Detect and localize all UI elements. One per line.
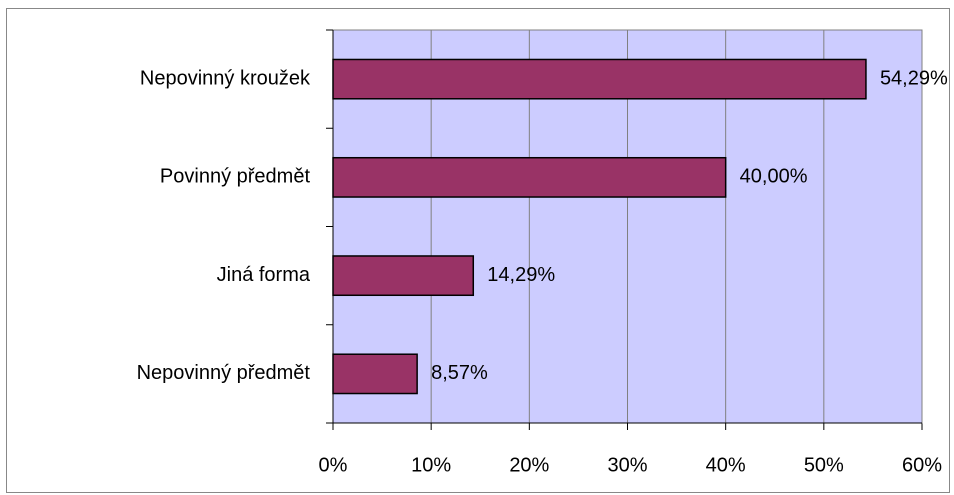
x-tick-label: 30% <box>607 454 647 476</box>
x-tick-label: 0% <box>319 454 348 476</box>
x-tick-label: 40% <box>706 454 746 476</box>
data-label: 14,29% <box>487 264 555 286</box>
data-label: 54,29% <box>880 67 948 89</box>
y-tick-label: Nepovinný kroužek <box>140 67 311 89</box>
y-tick-label: Povinný předmět <box>160 166 311 188</box>
x-tick-label: 20% <box>509 454 549 476</box>
x-tick-label: 10% <box>411 454 451 476</box>
bar <box>332 156 727 198</box>
y-tick-label: Nepovinný předmět <box>137 362 311 384</box>
x-tick-label: 50% <box>804 454 844 476</box>
bar <box>332 58 867 100</box>
bar <box>332 255 475 297</box>
bar <box>332 353 418 395</box>
data-label: 40,00% <box>740 166 808 188</box>
y-tick-label: Jiná forma <box>217 264 311 286</box>
x-tick-label: 60% <box>902 454 942 476</box>
data-label: 8,57% <box>431 362 488 384</box>
